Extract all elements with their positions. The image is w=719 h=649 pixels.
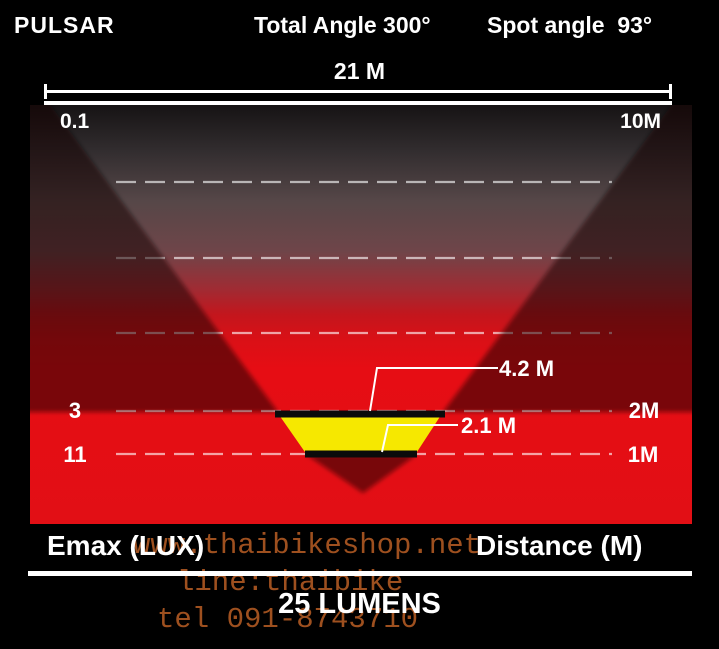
lumens-label: 25 LUMENS (278, 588, 441, 620)
hotspot-trapezoid (277, 412, 443, 455)
bracket-tick-left (44, 84, 47, 99)
beam-edge-left-shade (30, 105, 278, 412)
lux-1m-label: 11 (63, 442, 86, 467)
beam-diagram: 0.1 10M 3 2M 11 1M 4.2 M 2.1 M (30, 105, 692, 524)
beam-edge-right-shade (443, 105, 692, 412)
bracket-tick-right (669, 84, 672, 99)
watermark-line-3: tel 091-8743710 (157, 603, 419, 636)
callout-leader-4-2m (369, 367, 498, 412)
footer-divider (28, 571, 692, 576)
callout-leader-2-1m (381, 424, 458, 453)
lux-2m-label: 3 (69, 398, 81, 423)
lux-min-label: 0.1 (60, 110, 90, 133)
measurement-bracket-line (45, 90, 672, 93)
spot-angle-label: Spot angle 93° (487, 12, 653, 38)
total-angle-label: Total Angle 300° (254, 12, 431, 38)
beam-width-label: 21 M (333, 58, 386, 84)
brand-label: PULSAR (14, 12, 115, 38)
beam-shadow-wedge (307, 455, 416, 493)
spot-width-1m-callout: 2.1 M (461, 413, 516, 438)
distance-axis-label: Distance (M) (476, 530, 643, 561)
watermark-line-1: www.thaibikeshop.net (133, 529, 482, 562)
diagram-top-border (44, 101, 672, 105)
distance-2m-label: 2M (629, 398, 660, 423)
spot-width-2m-callout: 4.2 M (499, 356, 554, 381)
distance-1m-label: 1M (628, 442, 659, 467)
distance-max-label: 10M (620, 110, 661, 133)
emax-axis-label: Emax (LUX) (47, 530, 205, 561)
